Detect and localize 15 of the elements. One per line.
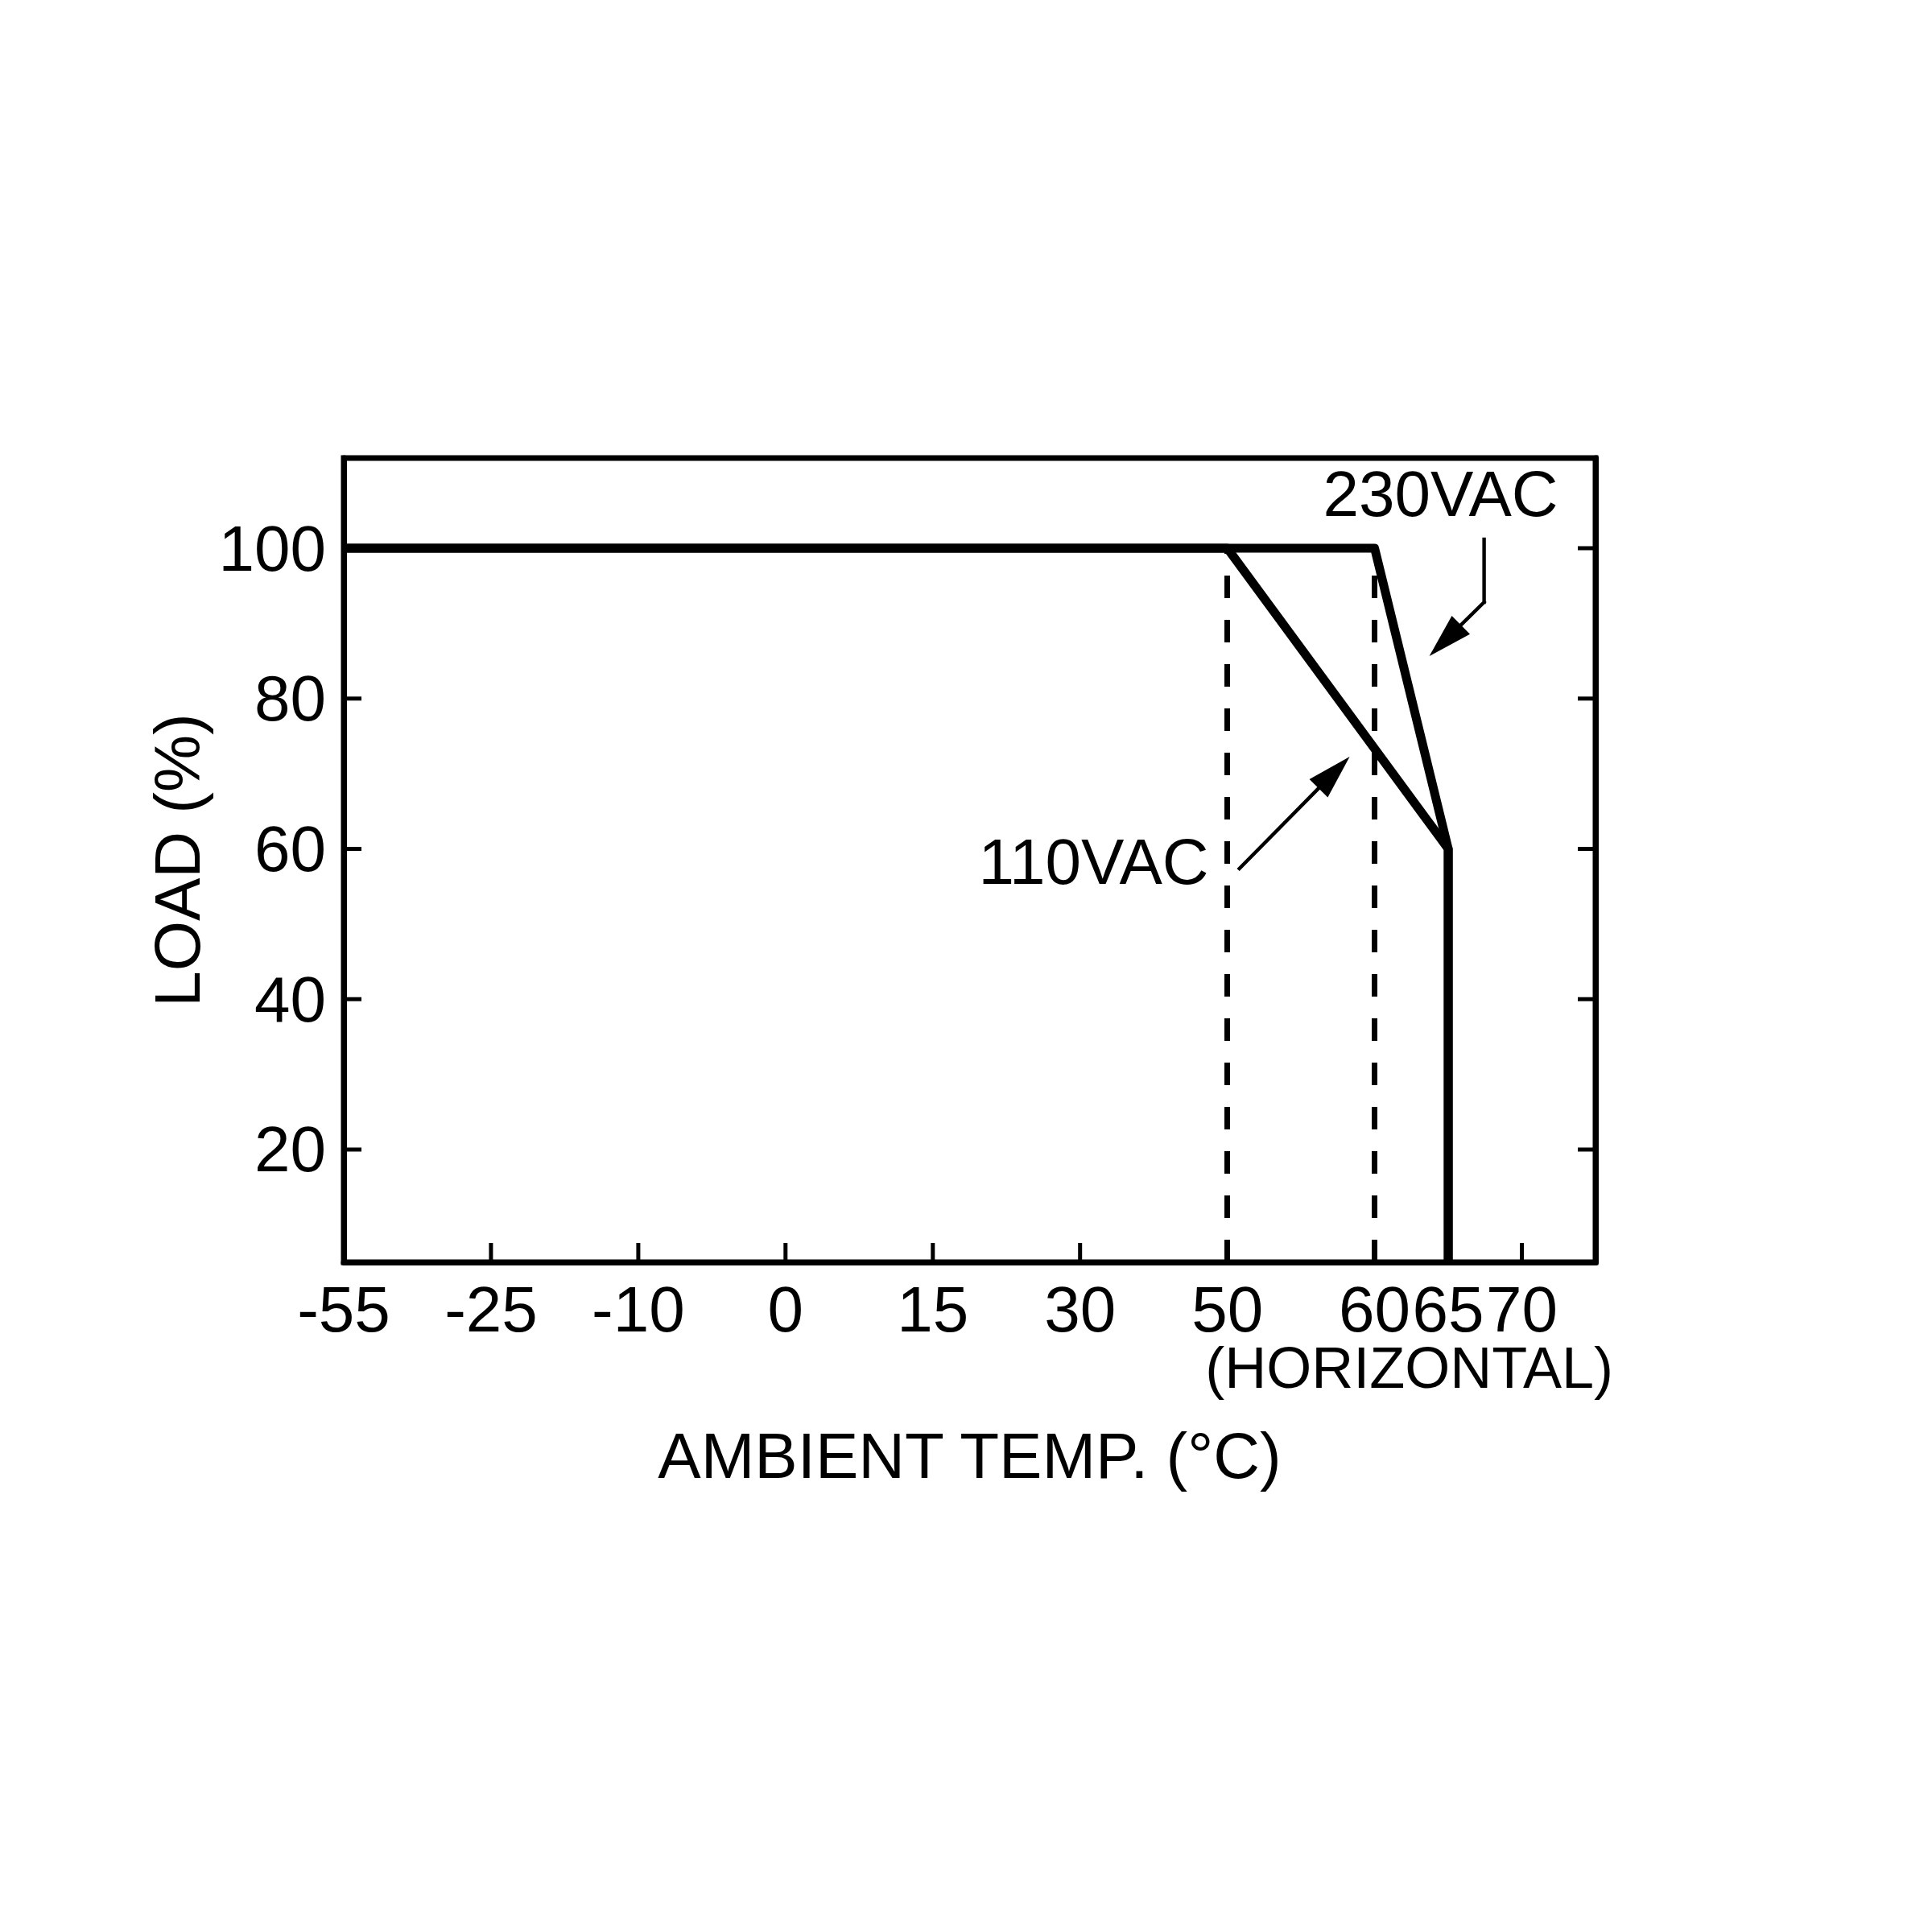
x-tick-label: 15 [897,1273,969,1345]
x-tick-label: 0 [767,1273,804,1345]
x-axis-title: AMBIENT TEMP. (°C) [658,1419,1282,1492]
y-tick-label: 60 [254,813,326,885]
y-tick-label: 80 [254,663,326,735]
x-tick-label: -10 [592,1273,685,1345]
x-tick-label: -25 [444,1273,538,1345]
y-tick-label: 20 [254,1113,326,1186]
y-tick-label: 100 [218,512,326,584]
x-tick-label: 30 [1044,1273,1117,1345]
y-tick-label: 40 [254,963,326,1035]
x-tick-label: -55 [297,1273,390,1345]
series-label: 230VAC [1323,457,1558,530]
y-axis-title: LOAD (%) [142,713,214,1007]
legend-label: 110VAC [978,825,1209,898]
